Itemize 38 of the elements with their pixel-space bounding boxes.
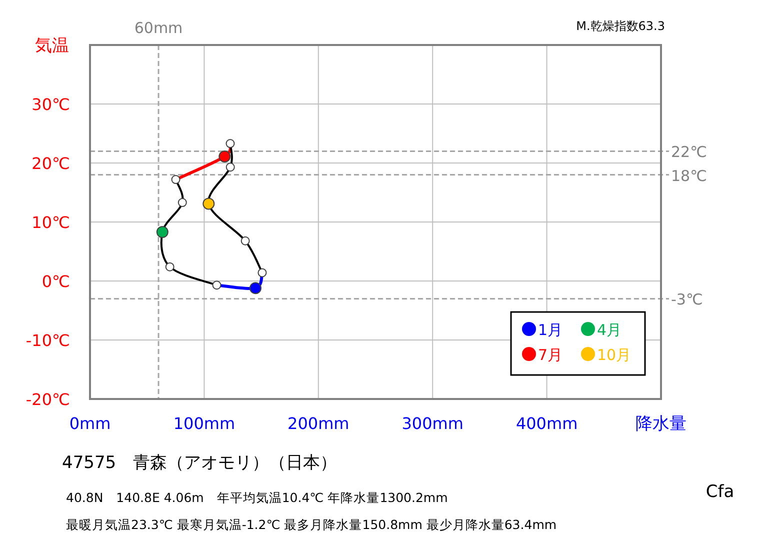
ref-line-label: -3℃ bbox=[671, 290, 703, 309]
point bbox=[258, 268, 267, 278]
y-tick-label: 30℃ bbox=[32, 95, 70, 114]
text: 最暖月気温23.3℃ 最寒月気温-1.2℃ 最多月降水量150.8mm 最少月降水量63.4mm bbox=[66, 517, 557, 532]
x-tick-label: 200mm bbox=[288, 414, 350, 433]
legend-label: 10月 bbox=[597, 346, 632, 364]
point bbox=[226, 139, 235, 148]
text: 40.8N 140.8E 4.06m 年平均気温10.4℃ 年降水量1300.2mm bbox=[66, 490, 448, 505]
legend-label: 1月 bbox=[538, 321, 563, 339]
ref-line-label: 18℃ bbox=[671, 166, 707, 185]
x-tick-label: 100mm bbox=[173, 414, 236, 433]
point bbox=[165, 262, 174, 272]
y-tick-label: -10℃ bbox=[26, 331, 70, 350]
x-tick-label: 300mm bbox=[402, 414, 464, 433]
x-tick-label: 400mm bbox=[516, 414, 578, 433]
y-tick-label: 10℃ bbox=[32, 213, 70, 232]
legend-label: 4月 bbox=[597, 321, 622, 339]
y-tick-label: 20℃ bbox=[32, 154, 70, 173]
point bbox=[171, 175, 180, 184]
point bbox=[218, 150, 231, 163]
y-tick-label: -20℃ bbox=[26, 390, 70, 409]
x-axis-title: 降水量 bbox=[636, 414, 686, 434]
text: M.乾燥指数63.3 bbox=[576, 19, 665, 33]
point bbox=[249, 282, 262, 294]
point bbox=[156, 226, 168, 238]
y-tick-label: 0℃ bbox=[42, 272, 70, 291]
y-axis-title: 気温 bbox=[35, 36, 69, 56]
text: Cfa bbox=[706, 482, 734, 502]
ref-line-label: 22℃ bbox=[671, 143, 707, 162]
point bbox=[178, 198, 187, 208]
legend-label: 7月 bbox=[538, 346, 563, 364]
point bbox=[212, 280, 222, 290]
point bbox=[240, 236, 250, 246]
x-tick-label: 0mm bbox=[69, 414, 111, 433]
point bbox=[226, 162, 235, 172]
text: 47575 青森（アオモリ）（日本） bbox=[62, 453, 338, 473]
point bbox=[202, 198, 215, 210]
ref-line-label: 60mm bbox=[134, 19, 183, 37]
